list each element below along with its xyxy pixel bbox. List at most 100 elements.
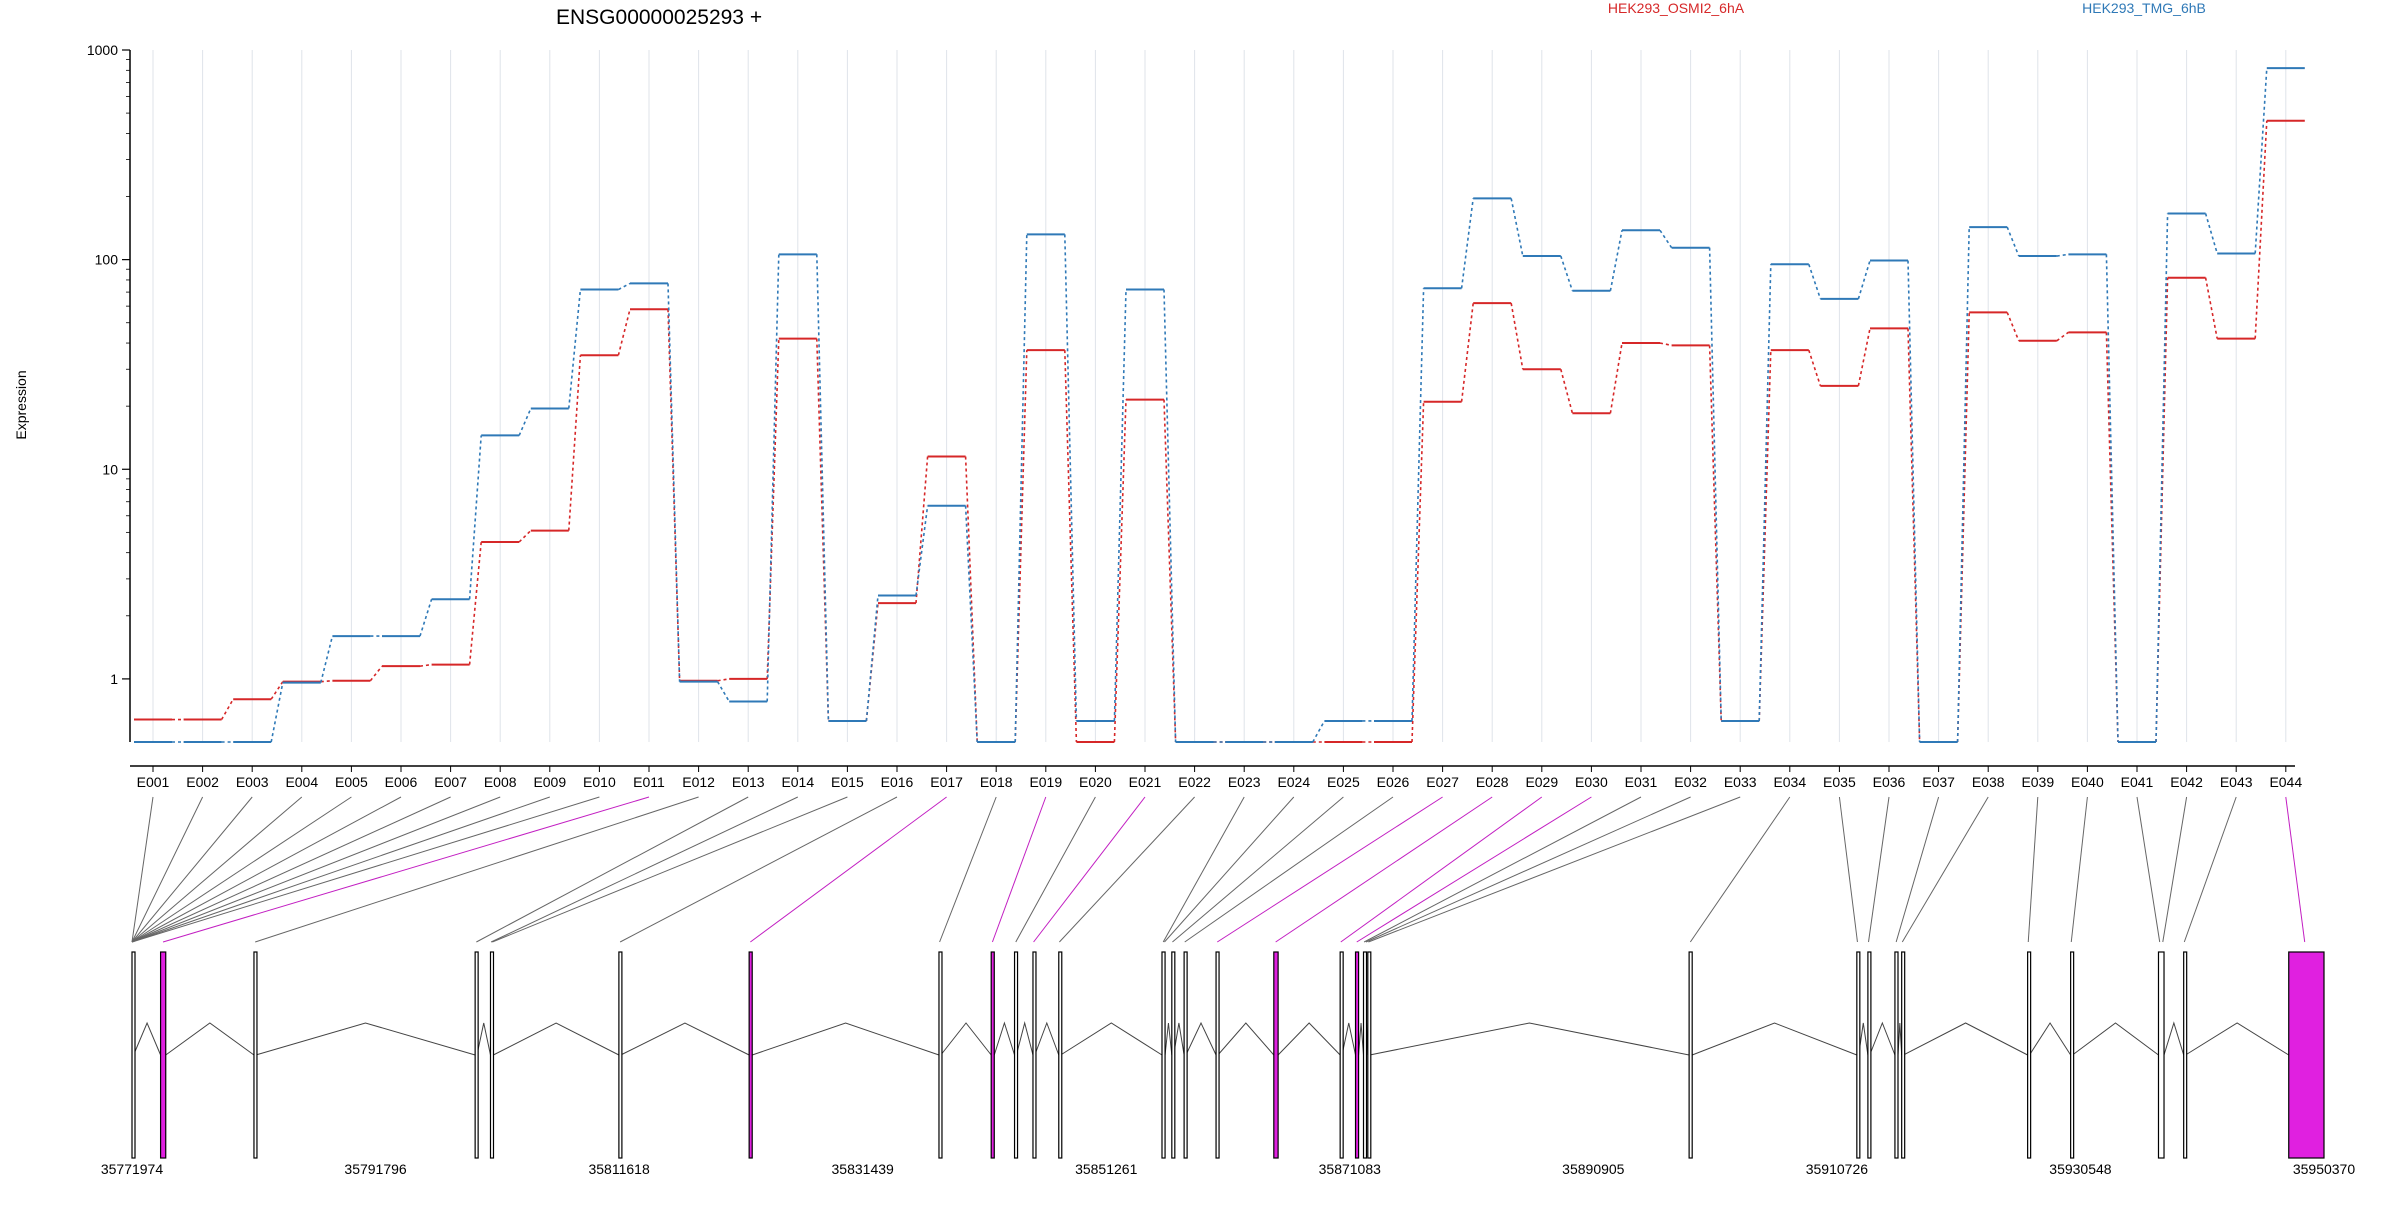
intron xyxy=(993,1021,1016,1056)
series-link xyxy=(568,355,582,531)
series-link xyxy=(667,283,681,682)
coordinate-label: 35890905 xyxy=(1562,1161,1625,1177)
series-link xyxy=(2056,253,2069,257)
x-tick-label: E031 xyxy=(1625,774,1658,790)
exon-box xyxy=(1032,951,1037,1159)
series-link xyxy=(1312,720,1326,743)
bin-connector xyxy=(1895,796,1940,943)
series-link xyxy=(1113,399,1127,743)
bin-connector xyxy=(750,796,947,943)
x-tick-label: E041 xyxy=(2121,774,2154,790)
x-tick-label: E044 xyxy=(2269,774,2302,790)
x-tick-label: E010 xyxy=(583,774,616,790)
exon-box xyxy=(474,951,479,1159)
x-tick-label: E035 xyxy=(1823,774,1856,790)
bin-connector xyxy=(476,796,749,943)
bin-connector xyxy=(131,796,253,943)
bin-connector xyxy=(492,796,848,943)
series-link xyxy=(568,289,582,409)
intron xyxy=(165,1022,255,1056)
series-link xyxy=(1560,369,1574,414)
x-tick-label: E034 xyxy=(1773,774,1806,790)
x-tick-label: E036 xyxy=(1873,774,1906,790)
x-tick-label: E018 xyxy=(980,774,1013,790)
x-tick-label: E013 xyxy=(732,774,765,790)
series-link xyxy=(865,602,879,722)
series-link xyxy=(1014,350,1028,743)
series-link xyxy=(1857,328,1871,387)
series-link xyxy=(915,505,929,596)
series-link xyxy=(320,679,333,683)
series-link xyxy=(2254,120,2268,339)
coordinate-label: 35791796 xyxy=(344,1161,407,1177)
bin-connector xyxy=(162,796,650,943)
series-link xyxy=(1113,289,1127,721)
legend-entry-osmi2: HEK293_OSMI2_6hA xyxy=(1608,0,1745,16)
intron xyxy=(476,1022,491,1056)
exon-box xyxy=(1367,951,1372,1159)
x-tick-label: E004 xyxy=(285,774,318,790)
bin-connector xyxy=(2136,796,2161,943)
axes: 1 10 100 1000 E001 E002 E003 E004 E005 E006 E007 E0… xyxy=(87,42,2303,790)
series-link xyxy=(2006,312,2020,342)
exon-box xyxy=(1171,951,1176,1159)
intron xyxy=(1692,1022,1858,1056)
bin-connector xyxy=(131,796,600,943)
series-link xyxy=(2006,226,2020,257)
series-link xyxy=(1163,289,1177,743)
x-tick-label: E002 xyxy=(186,774,219,790)
chart-text: ENSG00000025293 + HEK293_OSMI2_6hA HEK29… xyxy=(13,0,2206,440)
bin-connector xyxy=(1164,796,1295,943)
x-tick-label: E030 xyxy=(1575,774,1608,790)
bin-connector xyxy=(131,796,154,943)
series-link xyxy=(270,681,284,700)
series-link xyxy=(1460,303,1474,402)
series-lines xyxy=(134,67,2305,743)
bin-connectors xyxy=(131,796,2306,943)
series-link xyxy=(1808,264,1822,300)
series-link xyxy=(617,309,631,356)
bin-connector xyxy=(1162,796,1245,943)
x-tick-label: E006 xyxy=(385,774,418,790)
series-link xyxy=(717,678,730,682)
x-tick-label: E028 xyxy=(1476,774,1509,790)
series-link xyxy=(1014,234,1028,743)
bin-connector xyxy=(1901,796,1989,943)
coordinate-label: 35811618 xyxy=(588,1161,649,1177)
exon-box xyxy=(990,951,995,1159)
bin-connector xyxy=(131,796,352,943)
exon-box xyxy=(1894,951,1899,1159)
exon-box xyxy=(2288,951,2325,1159)
bin-connector xyxy=(255,796,699,943)
bin-connector xyxy=(1015,796,1096,943)
intron xyxy=(1277,1022,1341,1056)
series-link xyxy=(2204,213,2218,254)
series-link xyxy=(2155,277,2169,743)
bin-connector xyxy=(131,796,501,943)
y-tick-label: 1000 xyxy=(87,42,118,58)
series-link xyxy=(518,408,532,436)
x-tick-label: E022 xyxy=(1178,774,1211,790)
series-link xyxy=(2105,332,2119,743)
intron xyxy=(620,1022,750,1056)
exon-box xyxy=(159,951,167,1159)
exon-box xyxy=(1161,951,1166,1159)
series-link xyxy=(716,681,730,702)
series-link xyxy=(419,598,433,637)
x-tick-label: E027 xyxy=(1426,774,1459,790)
intron xyxy=(2163,1021,2185,1056)
series-link xyxy=(1510,303,1524,370)
series-link xyxy=(2254,68,2268,254)
intron xyxy=(1217,1022,1275,1056)
intron xyxy=(1185,1021,1217,1056)
x-tick-label: E024 xyxy=(1277,774,1310,790)
x-tick-label: E016 xyxy=(881,774,914,790)
bin-connector xyxy=(131,796,451,943)
x-tick-label: E025 xyxy=(1327,774,1360,790)
chart-title: ENSG00000025293 + xyxy=(556,6,762,29)
exon-box xyxy=(1362,951,1368,1159)
series-link xyxy=(816,254,830,721)
x-tick-label: E043 xyxy=(2220,774,2253,790)
series-link xyxy=(1907,328,1921,743)
